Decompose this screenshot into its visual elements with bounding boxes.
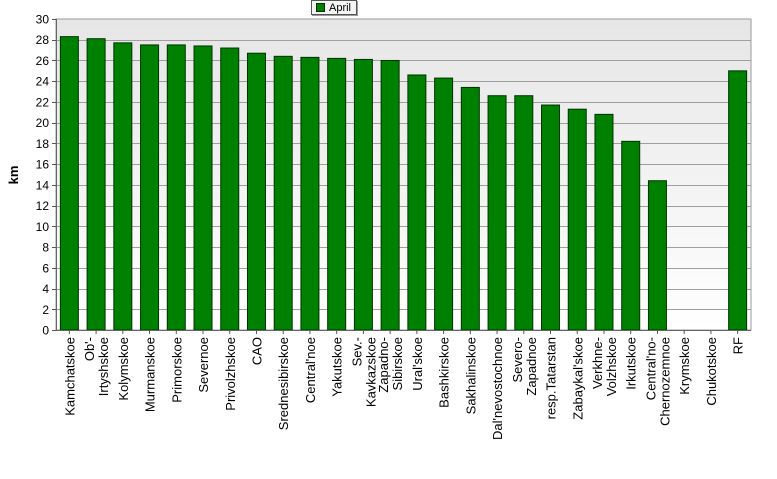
bar [220,47,240,331]
y-tick-label: 26 [36,54,50,68]
x-tick-label: Dal'nevostochnoe [490,337,505,440]
axes [52,19,751,334]
bar [380,59,400,331]
y-tick-label: 12 [36,199,50,213]
x-tick-label: Central'no- [643,337,658,400]
legend-label-april: April [329,1,352,14]
x-tick-label: Privolzhskoe [223,337,238,411]
bar [86,38,106,331]
y-tick-label: 10 [36,220,50,234]
bar [166,44,186,331]
bar [407,74,427,331]
plot-area [55,18,752,331]
x-tick-label: Primorskoe [169,337,184,403]
y-tick-label: 18 [36,137,50,151]
bar [113,42,133,331]
x-tick-label: Yakutskoe [330,337,345,397]
bar [728,70,748,331]
bar [460,86,480,331]
x-tick-label: Sibirskoe [390,337,405,390]
y-tick-label: 4 [42,282,49,296]
y-tick-label: 22 [36,95,50,109]
bar [594,113,614,331]
y-tick-label: 0 [42,324,49,338]
x-tick-label: Chukotskoe [704,337,719,406]
y-tick-label: 24 [36,75,50,89]
bar [434,77,454,331]
x-tick-label: Central'noe [303,337,318,403]
bar [273,55,293,331]
y-tick-label: 2 [42,303,49,317]
x-tick-label: Volzhskoe [604,337,619,396]
x-tick-label: Zabaykal'skoe [570,337,585,420]
x-tick-label: Irkutskoe [624,337,639,390]
y-tick-label: 6 [42,261,49,275]
x-tick-label: Kolymskoe [116,337,131,401]
y-tick-label: 8 [42,241,49,255]
x-tick-label: Kamchatskoe [62,337,77,416]
bar [193,45,213,331]
x-tick-label: Chernozemnoe [657,337,672,426]
bar [487,95,507,331]
y-tick-label: 20 [36,116,50,130]
x-tick-label: Irtyshskoe [96,337,111,396]
bar [300,56,320,331]
x-tick-label: Bashkirskoe [437,337,452,408]
x-tick-label: Sakhalinskoe [463,337,478,414]
x-tick-label: Ural'skoe [410,337,425,391]
bar [140,44,160,331]
x-tick-label: RF [731,337,746,354]
x-tick-label: Verkhne- [590,337,605,389]
bar [567,108,587,331]
x-tick-label: Kavkazskoe [363,337,378,407]
x-tick-label: CAO [249,337,264,365]
x-tick-label: resp.Tatarstan [544,337,559,419]
bar [647,180,667,331]
x-tick-label: Ob'- [82,337,97,361]
x-tick-label: Krymskoe [677,337,692,395]
bar [621,140,641,331]
bar [541,104,561,331]
bar [246,52,266,331]
y-tick-label: 30 [36,13,50,27]
x-tick-label: Severnoe [196,337,211,393]
y-axis-label: km [6,166,21,185]
x-tick-labels: Kamchatskoe Ob'- Irtyshskoe Kolymskoe Murman… [62,337,745,440]
y-tick-label: 28 [36,33,50,47]
bar [353,58,373,331]
x-tick-label: Zapadno- [376,337,391,393]
legend: April [311,0,358,15]
bar [59,36,79,331]
y-tick-label: 16 [36,158,50,172]
x-tick-label: Sev.- [349,337,364,366]
x-tick-label: Severo- [510,337,525,383]
x-tick-label: Srednesibirskoe [276,337,291,430]
legend-swatch [316,3,325,12]
bar [514,95,534,331]
bar [327,57,347,331]
y-tick-label: 14 [36,178,50,192]
x-tick-label: Zapadnoe [524,337,539,396]
x-tick-label: Murmanskoe [143,337,158,412]
